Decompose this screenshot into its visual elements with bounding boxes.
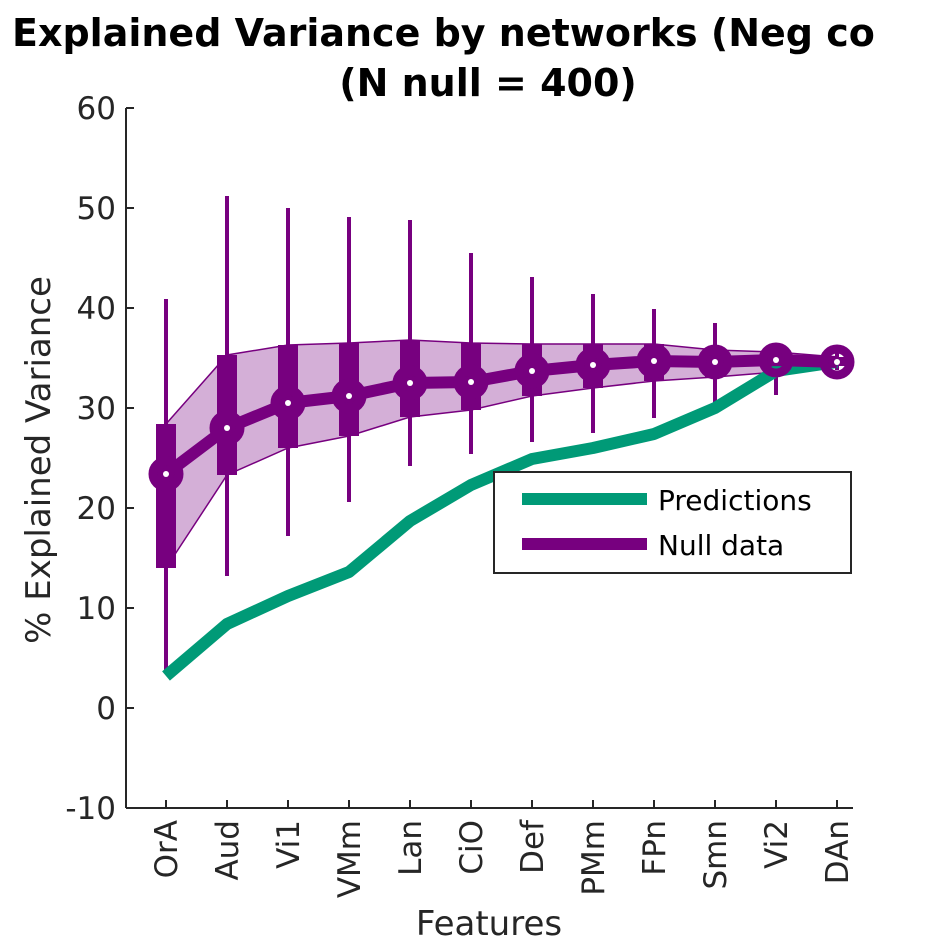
null-median-dot-CiO xyxy=(468,379,474,385)
y-tick-label: 10 xyxy=(77,591,116,627)
null-median-marker-Aud xyxy=(209,410,245,446)
x-tick-label-Vi1: Vi1 xyxy=(271,820,307,869)
null-box-Vi1 xyxy=(278,345,298,448)
y-axis-label: % Explained Variance xyxy=(19,276,59,644)
y-tick-label: 30 xyxy=(77,391,116,427)
null-median-marker-Smn xyxy=(697,344,733,380)
legend: Predictions Null data xyxy=(493,471,852,574)
y-tick-label: 50 xyxy=(77,191,116,227)
y-tick-label: -10 xyxy=(65,791,116,827)
null-median-marker-OrA xyxy=(148,456,184,492)
null-median-dot-Lan xyxy=(407,380,413,386)
null-median-marker-Vi1 xyxy=(270,385,306,421)
null-median-marker-VMm xyxy=(331,378,367,414)
null-median-dot-Aud xyxy=(224,425,230,431)
x-tick-label-Smn: Smn xyxy=(698,820,734,890)
x-tick-label-DAn: DAn xyxy=(820,820,856,884)
x-tick-label-Lan: Lan xyxy=(393,820,429,876)
chart-title-line1: Explained Variance by networks (Neg co xyxy=(12,11,875,55)
null-median-marker-FPn xyxy=(636,343,672,379)
null-box-OrA xyxy=(156,424,176,568)
x-tick-label-Def: Def xyxy=(515,819,551,874)
null-median-dot-PMm xyxy=(590,362,596,368)
chart-title-line2: (N null = 400) xyxy=(339,61,637,105)
null-median-dot-Smn xyxy=(712,359,718,365)
null-median-marker-Def xyxy=(514,353,550,389)
x-tick-label-CiO: CiO xyxy=(454,820,490,875)
null-median-dot-Vi2 xyxy=(773,357,779,363)
null-median-dot-DAn xyxy=(834,359,840,365)
legend-null-label: Null data xyxy=(658,529,784,562)
null-median-marker-PMm xyxy=(575,347,611,383)
null-median-dot-Def xyxy=(529,368,535,374)
y-tick-label: 40 xyxy=(77,291,116,327)
null-median-dot-Vi1 xyxy=(285,400,291,406)
legend-box xyxy=(493,471,852,574)
null-median-marker-Vi2 xyxy=(758,342,794,378)
null-median-dot-FPn xyxy=(651,358,657,364)
y-tick-label: 0 xyxy=(96,691,116,727)
x-tick-label-PMm: PMm xyxy=(576,820,612,896)
null-median-dot-OrA xyxy=(163,471,169,477)
x-tick-label-Vi2: Vi2 xyxy=(759,820,795,869)
null-median-marker-DAn xyxy=(819,344,855,380)
y-tick-label: 60 xyxy=(77,91,116,127)
x-tick-label-Aud: Aud xyxy=(210,820,246,881)
x-axis-label: Features xyxy=(416,904,562,944)
null-median-marker-Lan xyxy=(392,365,428,401)
y-tick-label: 20 xyxy=(77,491,116,527)
null-median-dot-VMm xyxy=(346,393,352,399)
x-tick-label-VMm: VMm xyxy=(332,820,368,898)
x-tick-label-FPn: FPn xyxy=(637,820,673,876)
legend-predictions-label: Predictions xyxy=(658,484,812,517)
null-median-marker-CiO xyxy=(453,364,489,400)
x-tick-label-OrA: OrA xyxy=(149,820,185,878)
